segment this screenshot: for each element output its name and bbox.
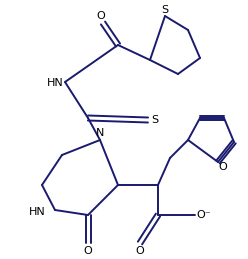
Text: O: O	[97, 11, 105, 21]
Text: S: S	[161, 5, 169, 15]
Text: O: O	[136, 246, 144, 256]
Text: S: S	[152, 115, 158, 125]
Text: O: O	[219, 162, 227, 172]
Text: HN: HN	[29, 207, 45, 217]
Text: N: N	[96, 128, 104, 138]
Text: HN: HN	[47, 78, 63, 88]
Text: O: O	[84, 246, 92, 256]
Text: O⁻: O⁻	[197, 210, 211, 220]
